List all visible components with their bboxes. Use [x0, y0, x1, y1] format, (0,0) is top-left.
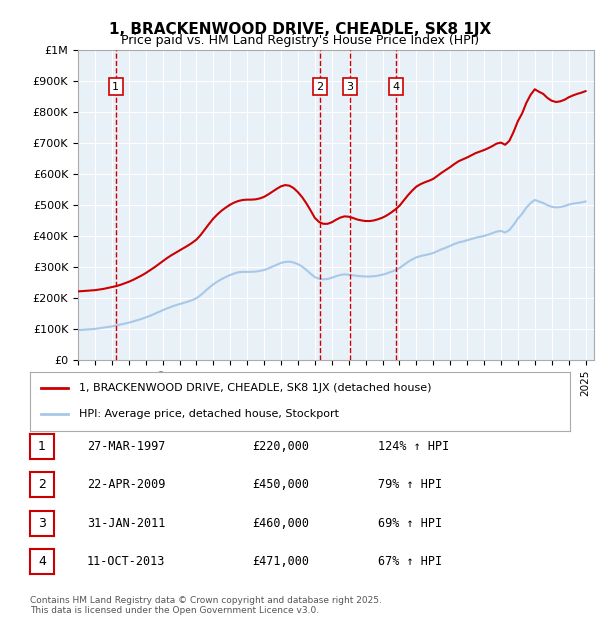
Text: £460,000: £460,000 — [252, 517, 309, 529]
Text: HPI: Average price, detached house, Stockport: HPI: Average price, detached house, Stoc… — [79, 409, 338, 419]
Text: Price paid vs. HM Land Registry's House Price Index (HPI): Price paid vs. HM Land Registry's House … — [121, 34, 479, 47]
Text: 1: 1 — [112, 82, 119, 92]
Text: 3: 3 — [347, 82, 353, 92]
Text: 4: 4 — [38, 556, 46, 568]
Text: 27-MAR-1997: 27-MAR-1997 — [87, 440, 166, 453]
Text: £471,000: £471,000 — [252, 556, 309, 568]
Text: £220,000: £220,000 — [252, 440, 309, 453]
Text: 1: 1 — [38, 440, 46, 453]
Text: 22-APR-2009: 22-APR-2009 — [87, 479, 166, 491]
Text: 79% ↑ HPI: 79% ↑ HPI — [378, 479, 442, 491]
Text: 67% ↑ HPI: 67% ↑ HPI — [378, 556, 442, 568]
Text: 124% ↑ HPI: 124% ↑ HPI — [378, 440, 449, 453]
Text: 31-JAN-2011: 31-JAN-2011 — [87, 517, 166, 529]
Text: 3: 3 — [38, 517, 46, 529]
Text: 69% ↑ HPI: 69% ↑ HPI — [378, 517, 442, 529]
Text: 4: 4 — [392, 82, 399, 92]
Text: 2: 2 — [38, 479, 46, 491]
Text: 1, BRACKENWOOD DRIVE, CHEADLE, SK8 1JX: 1, BRACKENWOOD DRIVE, CHEADLE, SK8 1JX — [109, 22, 491, 37]
Text: Contains HM Land Registry data © Crown copyright and database right 2025.
This d: Contains HM Land Registry data © Crown c… — [30, 596, 382, 615]
Text: 1, BRACKENWOOD DRIVE, CHEADLE, SK8 1JX (detached house): 1, BRACKENWOOD DRIVE, CHEADLE, SK8 1JX (… — [79, 384, 431, 394]
Text: £450,000: £450,000 — [252, 479, 309, 491]
Text: 2: 2 — [317, 82, 323, 92]
Text: 11-OCT-2013: 11-OCT-2013 — [87, 556, 166, 568]
